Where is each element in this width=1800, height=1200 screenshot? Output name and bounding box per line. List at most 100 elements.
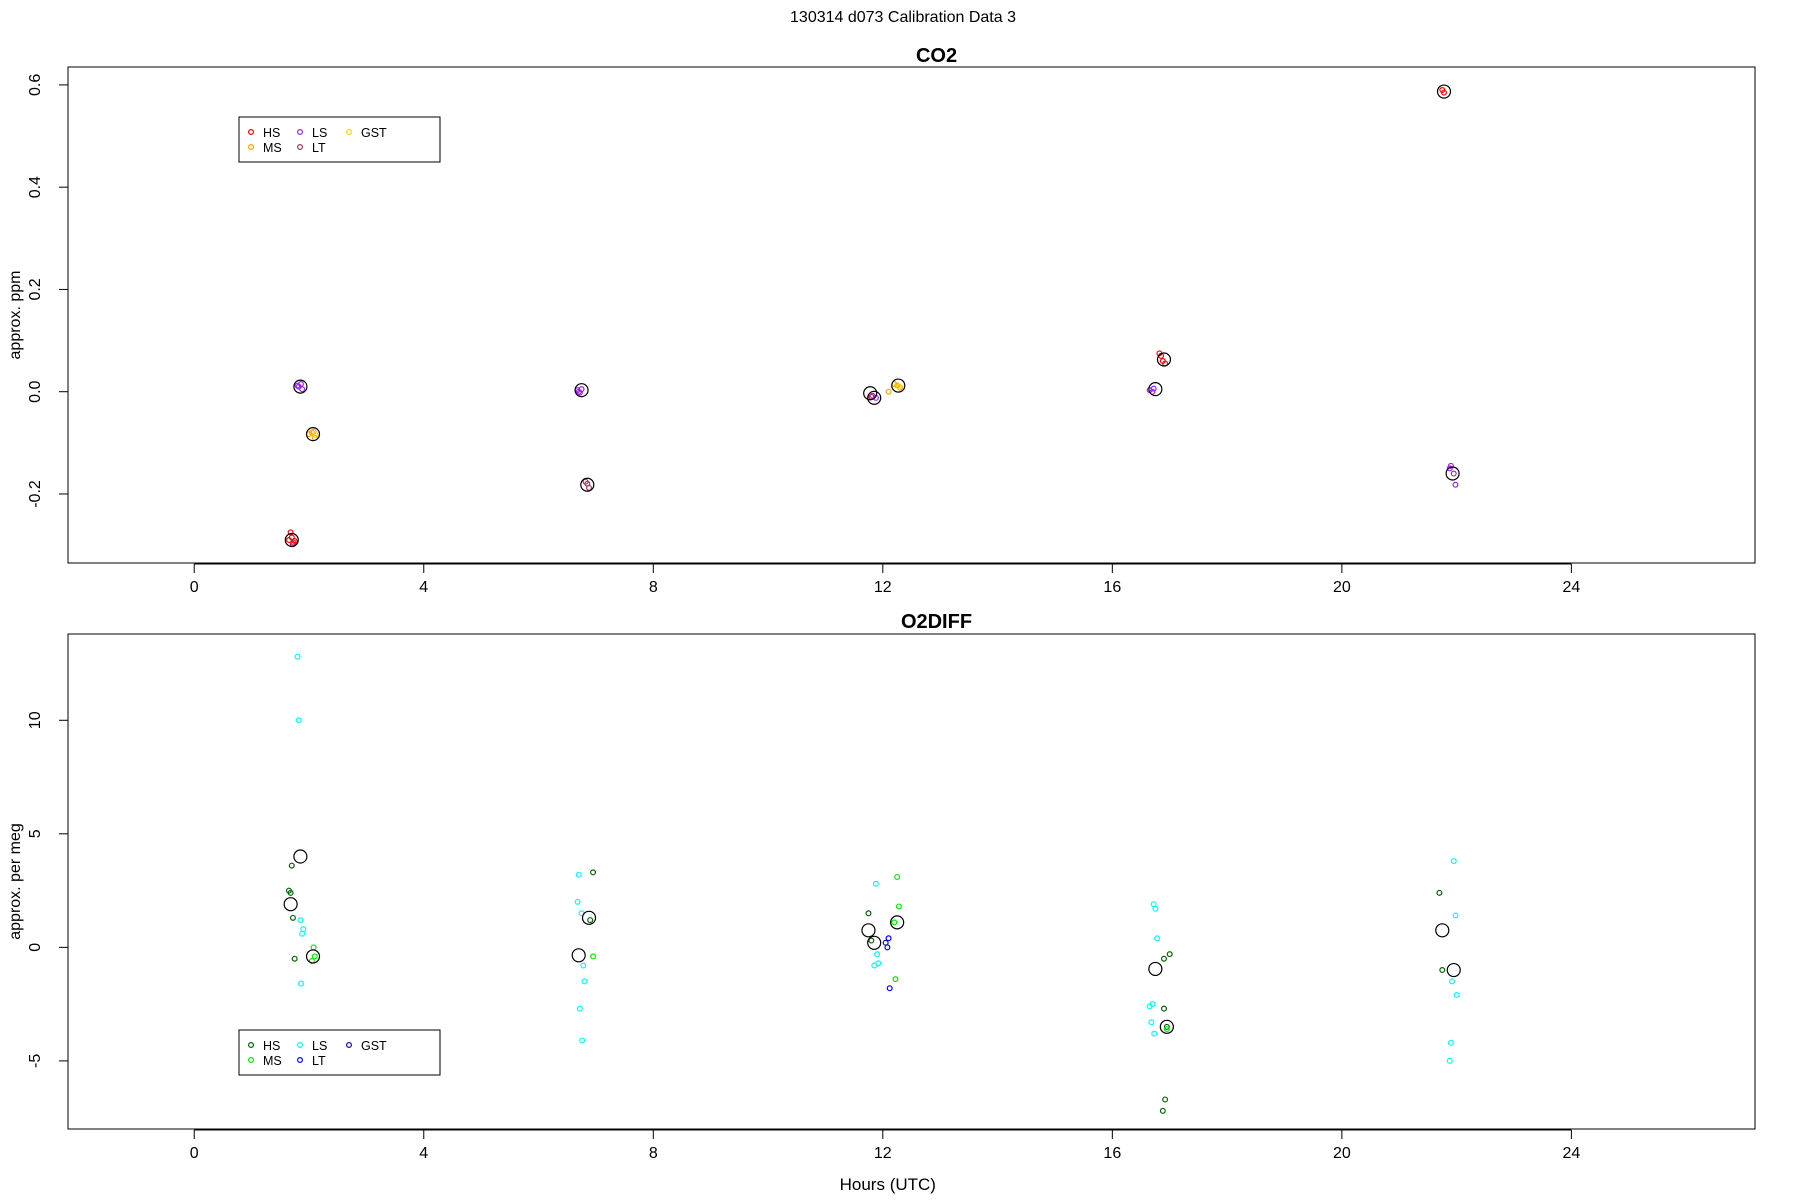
legend-marker (297, 129, 304, 136)
mean-marker (1435, 923, 1450, 938)
x-tick-label: 12 (874, 1145, 892, 1162)
data-point (294, 382, 301, 389)
x-axis-label: Hours (UTC) (840, 1175, 936, 1194)
data-point (574, 898, 581, 905)
mean-marker (863, 386, 878, 401)
data-point (581, 978, 588, 985)
y-tick-label: 5 (27, 829, 44, 838)
data-point (1450, 858, 1457, 865)
data-point (295, 717, 302, 724)
x-tick-label: 0 (190, 1145, 199, 1162)
data-point (1160, 1005, 1167, 1012)
data-point (287, 889, 294, 896)
data-point (1453, 992, 1460, 999)
data-point (894, 873, 901, 880)
legend-label: MS (263, 141, 282, 155)
data-point (897, 384, 904, 391)
mean-marker (1445, 466, 1460, 481)
legend-label: MS (263, 1054, 282, 1068)
data-point (1162, 1096, 1169, 1103)
data-point (1149, 388, 1156, 395)
legend-label: LT (312, 141, 326, 155)
x-tick-label: 4 (419, 1145, 428, 1162)
data-point (1150, 385, 1157, 392)
mean-marker (1148, 961, 1163, 977)
data-point (868, 937, 875, 944)
y-tick-label: -5 (27, 1054, 44, 1068)
x-tick-label: 0 (190, 579, 199, 596)
mean-marker (867, 390, 882, 405)
x-tick-label: 24 (1562, 1145, 1580, 1162)
data-point (586, 484, 593, 491)
data-point (1452, 912, 1459, 919)
legend-label: GST (361, 1039, 387, 1053)
data-point (299, 930, 306, 937)
chart-panel-co2: CO2 0 4 8 12 16 20 24 -0.2 0.0 0.2 0.4 0.6 approx. pp… (7, 45, 1756, 596)
legend-box (238, 1029, 441, 1076)
data-point (575, 871, 582, 878)
mean-marker (1148, 382, 1163, 397)
legend-marker (248, 144, 255, 151)
data-point (1154, 935, 1161, 942)
x-tick-label: 8 (649, 1145, 658, 1162)
data-point (1449, 978, 1456, 985)
data-point (297, 980, 304, 987)
mean-marker (890, 915, 905, 930)
data-point (1439, 967, 1446, 974)
x-tick-label: 16 (1103, 1145, 1121, 1162)
x-tick-label: 24 (1562, 579, 1580, 596)
data-point (587, 917, 594, 924)
data-point (875, 960, 882, 967)
legend-marker (346, 129, 353, 136)
legend-marker (346, 1041, 353, 1048)
data-point (1159, 1107, 1166, 1114)
x-tick-label: 20 (1333, 579, 1351, 596)
mean-marker (284, 532, 299, 548)
y-tick-label: -0.2 (27, 480, 44, 508)
legend-marker (248, 1041, 255, 1048)
legend-label: LS (312, 126, 327, 140)
y-tick-label: 0.2 (27, 278, 44, 300)
data-point (1152, 905, 1159, 912)
data-point (885, 935, 892, 942)
data-point (869, 392, 876, 399)
data-point (289, 914, 296, 921)
data-point (1163, 1026, 1170, 1033)
legend-marker (297, 144, 304, 151)
y-tick-label: 10 (27, 711, 44, 729)
plot-frame (67, 66, 1756, 564)
page-title: 130314 d073 Calibration Data 3 (790, 9, 1016, 26)
mean-marker (305, 949, 321, 964)
data-point (590, 869, 597, 876)
data-point (1148, 1019, 1155, 1026)
y-tick-label: 0.6 (27, 74, 44, 96)
data-point (892, 976, 899, 983)
legend-label: HS (263, 126, 280, 140)
data-point (865, 910, 872, 917)
data-point (579, 1037, 586, 1044)
mean-marker (283, 897, 298, 912)
legend-label: GST (361, 126, 387, 140)
data-point (590, 953, 597, 960)
x-tick-label: 4 (419, 579, 428, 596)
data-point (1450, 470, 1457, 477)
mean-marker (861, 923, 876, 938)
x-tick-label: 20 (1333, 1145, 1351, 1162)
data-point (290, 539, 297, 546)
legend-marker (297, 1041, 304, 1048)
data-point (1440, 89, 1447, 96)
data-point (1436, 889, 1443, 896)
data-point (299, 386, 306, 393)
data-point (291, 955, 298, 962)
x-tick-label: 8 (649, 579, 658, 596)
mean-marker (574, 383, 589, 398)
data-point (287, 529, 294, 536)
data-point (310, 944, 317, 951)
mean-marker (305, 427, 321, 442)
mean-marker (293, 379, 308, 394)
legend-marker (248, 129, 255, 136)
data-point (288, 862, 295, 869)
